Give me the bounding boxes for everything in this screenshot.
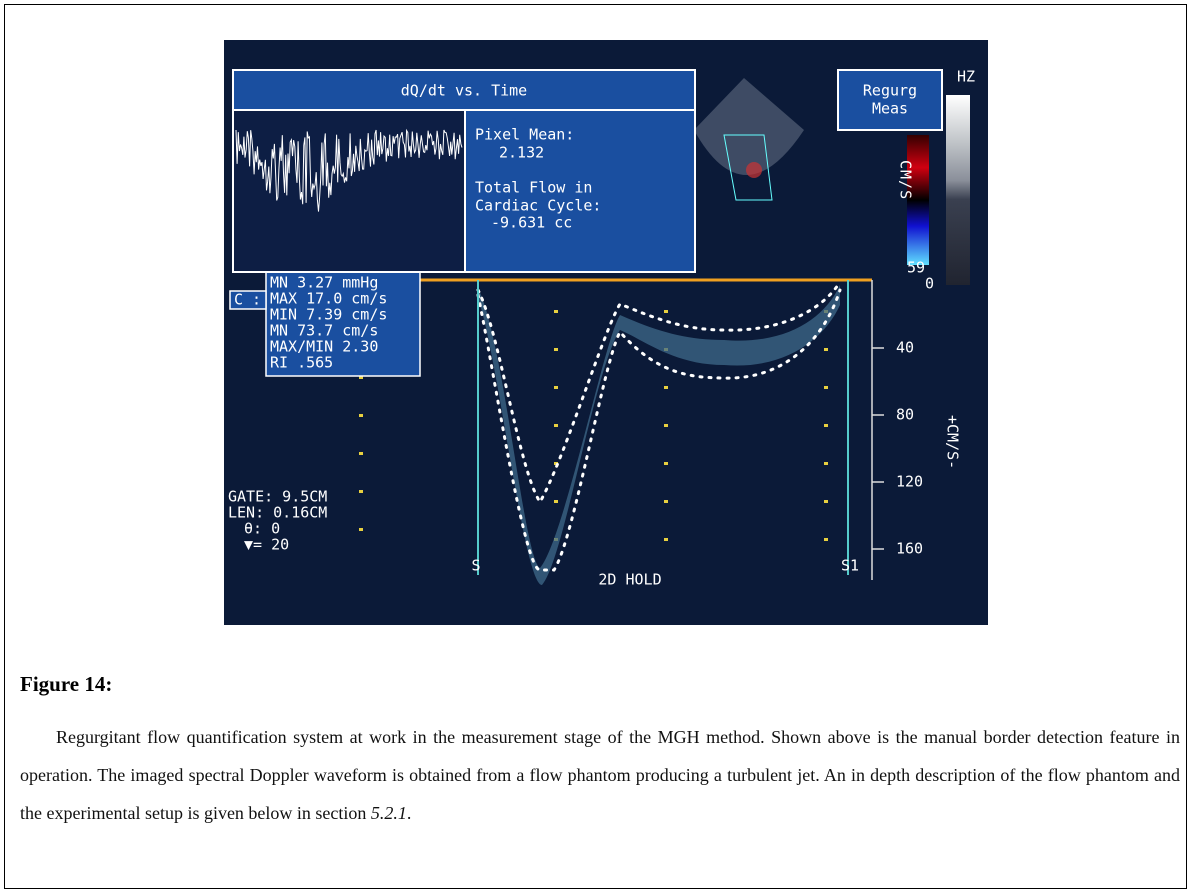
button-label: Regurg [863, 82, 917, 100]
channel: C : [234, 291, 261, 309]
stat: Cardiac Cycle: [475, 197, 601, 215]
color-bar-unit: HZ [957, 68, 975, 86]
grid-dot [664, 538, 668, 541]
grid-dot [664, 310, 668, 313]
scale-label: 40 [896, 339, 914, 357]
scale-label: 120 [896, 473, 923, 491]
scale-top: 59 [907, 259, 925, 277]
ultrasound-screen: HZ CM/S Regurg Meas 40 80 120 160 59 0 +CM/… [224, 40, 988, 625]
stat: -9.631 cc [491, 214, 572, 232]
grid-dot [824, 538, 828, 541]
grid-dot [359, 528, 363, 531]
grid-dot [359, 490, 363, 493]
measurement: RI .565 [270, 354, 333, 372]
marker: S1 [841, 557, 859, 575]
grid-dot [664, 386, 668, 389]
grid-dot [664, 500, 668, 503]
grid-dot [554, 348, 558, 351]
stat: Total Flow in [475, 179, 592, 197]
gate-info: ▼= 20 [244, 536, 289, 554]
scale-label: 80 [896, 406, 914, 424]
scale-top: 0 [925, 275, 934, 293]
grid-dot [664, 424, 668, 427]
figure-label: Figure 14: [20, 672, 112, 697]
scale-label: 160 [896, 540, 923, 558]
grid-dot [824, 462, 828, 465]
grid-dot [824, 386, 828, 389]
grid-dot [824, 348, 828, 351]
grid-dot [359, 414, 363, 417]
gray-bar [946, 95, 970, 285]
figure-caption: Regurgitant flow quantification system a… [20, 718, 1180, 832]
grid-dot [824, 500, 828, 503]
scale-unit: +CM/S- [944, 415, 962, 469]
panel-title: dQ/dt vs. Time [401, 82, 527, 100]
page: HZ CM/S Regurg Meas 40 80 120 160 59 0 +CM/… [0, 0, 1193, 894]
status: 2D HOLD [598, 571, 661, 589]
grid-dot [554, 386, 558, 389]
grid-dot [554, 310, 558, 313]
grid-dot [824, 424, 828, 427]
marker: S [471, 557, 480, 575]
button-label: Meas [872, 100, 908, 118]
color-flow [746, 162, 762, 178]
caption-text: . [407, 803, 412, 823]
stat: Pixel Mean: [475, 126, 574, 144]
stat: 2.132 [499, 144, 544, 162]
grid-dot [359, 452, 363, 455]
grid-dot [554, 500, 558, 503]
section-ref: 5.2.1 [371, 803, 407, 823]
color-scale-label: CM/S [897, 160, 915, 200]
grid-dot [554, 424, 558, 427]
grid-dot [664, 462, 668, 465]
caption-text: Regurgitant flow quantification system a… [20, 727, 1180, 823]
